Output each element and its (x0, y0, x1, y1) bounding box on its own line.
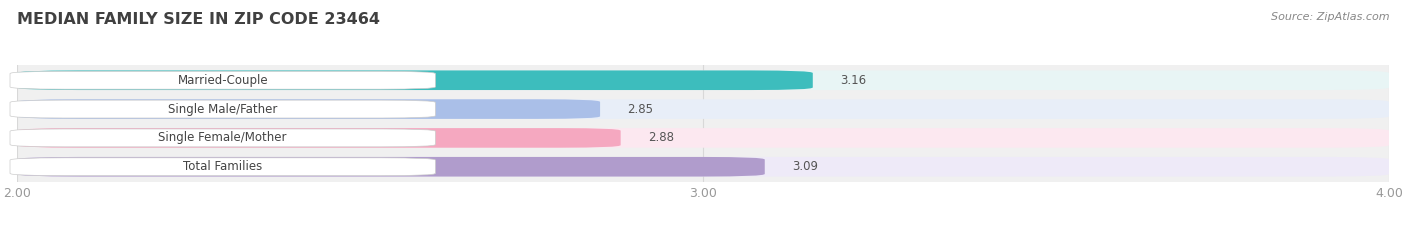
Text: Single Male/Father: Single Male/Father (169, 103, 277, 116)
FancyBboxPatch shape (10, 158, 436, 176)
FancyBboxPatch shape (17, 70, 1389, 90)
FancyBboxPatch shape (17, 128, 1389, 148)
FancyBboxPatch shape (17, 99, 1389, 119)
FancyBboxPatch shape (17, 128, 620, 148)
FancyBboxPatch shape (17, 157, 1389, 177)
FancyBboxPatch shape (17, 157, 765, 177)
FancyBboxPatch shape (10, 129, 436, 147)
Text: 3.16: 3.16 (841, 74, 866, 87)
FancyBboxPatch shape (10, 71, 436, 89)
Text: Source: ZipAtlas.com: Source: ZipAtlas.com (1271, 12, 1389, 22)
Text: 3.09: 3.09 (792, 160, 818, 173)
Text: Married-Couple: Married-Couple (177, 74, 269, 87)
Text: MEDIAN FAMILY SIZE IN ZIP CODE 23464: MEDIAN FAMILY SIZE IN ZIP CODE 23464 (17, 12, 380, 27)
Text: Total Families: Total Families (183, 160, 263, 173)
Text: Single Female/Mother: Single Female/Mother (159, 131, 287, 144)
FancyBboxPatch shape (17, 70, 813, 90)
Text: 2.85: 2.85 (627, 103, 654, 116)
FancyBboxPatch shape (17, 99, 600, 119)
FancyBboxPatch shape (10, 100, 436, 118)
Text: 2.88: 2.88 (648, 131, 673, 144)
